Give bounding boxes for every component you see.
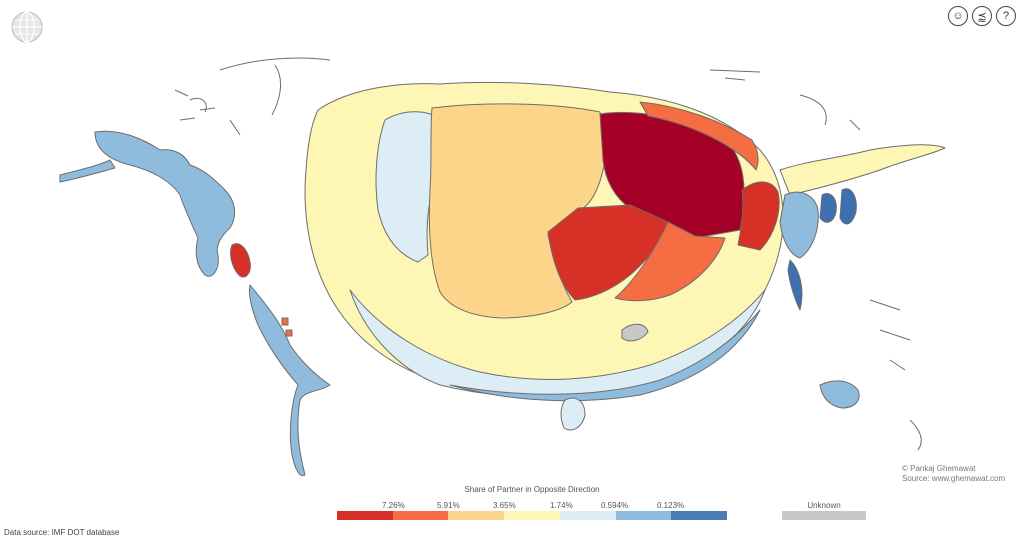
region-central-america[interactable] [249,284,331,477]
region-lightblue-south[interactable] [349,289,766,398]
help-icon[interactable]: ? [996,6,1016,26]
credit-copyright: © Pankaj Ghemawat [902,464,976,473]
legend-swatch[interactable] [337,511,393,520]
legend-unknown-label: Unknown [807,501,841,510]
region-east-asia-yellow[interactable] [779,144,946,196]
region-east-asia-blue[interactable] [779,191,819,259]
region-tan-large[interactable] [428,103,606,319]
region-unknown[interactable] [621,323,649,342]
user-switch-icon[interactable]: ☺ [948,6,968,26]
region-north-america[interactable] [94,130,236,277]
credit-block: © Pankaj Ghemawat Source: www.ghemawat.c… [902,464,1005,484]
region-alaska-strip[interactable] [59,159,116,183]
credit-source: Source: www.ghemawat.com [902,474,1006,483]
region-island-south[interactable] [560,397,586,431]
legend-swatch[interactable] [671,511,728,520]
region-red-east[interactable] [737,181,780,251]
legend-label: 0.594% [601,501,629,510]
legend-label: 3.65% [493,501,516,510]
legend-swatch[interactable] [559,511,616,520]
legend-label: 5.91% [437,501,460,510]
region-red-west[interactable] [230,243,251,278]
legend-swatch[interactable] [392,511,449,520]
region-orange-top[interactable] [639,101,759,171]
legend-label: 0.123% [657,501,685,510]
cartogram-map[interactable] [0,0,1024,495]
region-orange[interactable] [614,221,726,302]
region-se-asia[interactable] [787,259,803,311]
legend-swatch[interactable] [448,511,505,520]
legend-label: 7.26% [382,501,405,510]
legend-swatch[interactable] [615,511,672,520]
region-red-small-1[interactable] [281,317,289,326]
region-japan[interactable] [819,193,837,223]
region-australia[interactable] [819,380,860,409]
legend-title: Share of Partner in Opposite Direction [464,485,600,494]
legend-color-bar[interactable] [337,511,728,520]
legend-swatch[interactable] [504,511,560,520]
region-korea[interactable] [839,188,857,225]
globe-icon[interactable] [10,10,44,44]
data-source: Data source: IMF DOT database [4,528,120,537]
legend-label: 1.74% [550,501,573,510]
region-greenland-coast[interactable] [189,57,331,116]
share-icon[interactable]: ⪷ [972,6,992,26]
region-red-small-2[interactable] [285,329,293,337]
legend-unknown-swatch[interactable] [782,511,866,520]
